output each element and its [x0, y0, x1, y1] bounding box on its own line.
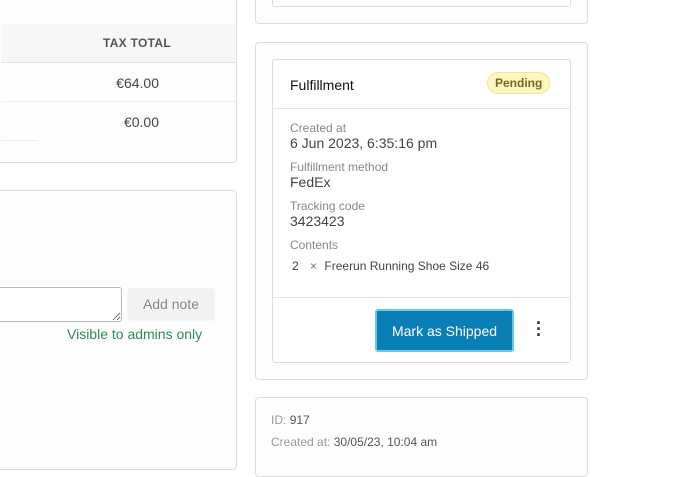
id-label: ID: — [271, 413, 287, 427]
vertical-ellipsis-icon[interactable]: · · · — [536, 313, 542, 345]
top-right-inner-box — [272, 0, 571, 7]
tax-total-cell: €0.00 — [123, 114, 159, 130]
fulfillment-title: Fulfillment — [290, 77, 354, 93]
created-label: Created at: — [271, 435, 331, 449]
contents-label: Contents — [290, 238, 339, 252]
order-id: ID: 917 — [271, 413, 310, 427]
order-created: Created at: 30/05/23, 10:04 am — [271, 435, 437, 449]
column-tax-total: TAX TOTAL — [102, 36, 171, 50]
times-icon: × — [310, 259, 318, 273]
tracking-label: Tracking code — [290, 199, 365, 213]
fulfillment-panel: Fulfillment Pending Created at 6 Jun 202… — [272, 59, 571, 363]
item-quantity: 2 — [292, 259, 299, 273]
contents-item: 2 × Freerun Running Shoe Size 46 — [292, 259, 489, 273]
item-name: Freerun Running Shoe Size 46 — [324, 259, 490, 273]
method-label: Fulfillment method — [290, 160, 389, 174]
tax-total-cell: €64.00 — [116, 75, 159, 91]
created-at-value: 6 Jun 2023, 6:35:16 pm — [290, 135, 438, 151]
divider — [1, 140, 38, 141]
id-value: 917 — [289, 413, 310, 427]
order-lines-card: TAX TOTAL €64.00 €0.00 — [0, 0, 237, 163]
mark-as-shipped-button[interactable]: Mark as Shipped — [375, 309, 514, 352]
table-header: TAX TOTAL — [1, 24, 236, 63]
table-row: €0.00 — [1, 102, 236, 141]
notes-card — [0, 190, 237, 470]
created-value: 30/05/23, 10:04 am — [333, 435, 438, 449]
divider — [273, 297, 570, 298]
divider — [273, 108, 570, 109]
table-row: €64.00 — [1, 63, 236, 102]
order-info-card: ID: 917 Created at: 30/05/23, 10:04 am — [255, 397, 588, 477]
note-textarea[interactable] — [0, 287, 122, 322]
visibility-hint: Visible to admins only — [67, 326, 203, 342]
add-note-button[interactable]: Add note — [128, 288, 214, 319]
status-badge: Pending — [487, 72, 551, 94]
created-at-label: Created at — [290, 121, 347, 135]
tracking-value: 3423423 — [290, 213, 345, 229]
method-value: FedEx — [290, 174, 331, 190]
